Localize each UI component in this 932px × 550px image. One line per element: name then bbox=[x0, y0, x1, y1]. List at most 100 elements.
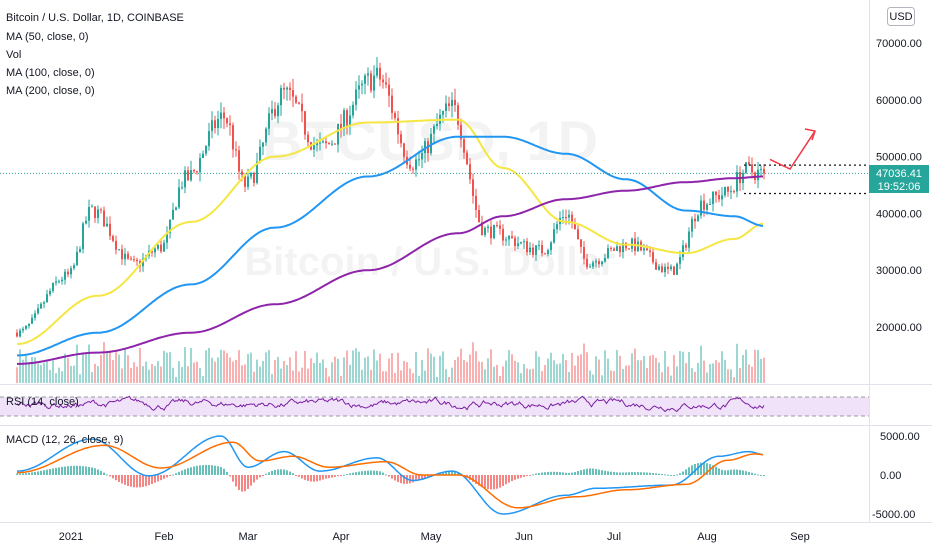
arrow-path bbox=[769, 130, 816, 171]
macd-histogram-bar bbox=[643, 472, 645, 475]
macd-histogram-bar bbox=[394, 475, 396, 481]
candle-body bbox=[166, 232, 168, 243]
volume-bar bbox=[277, 356, 279, 383]
candle-body bbox=[337, 124, 339, 145]
macd-histogram-bar bbox=[91, 467, 93, 475]
volume-bar bbox=[247, 353, 249, 383]
volume-bar bbox=[202, 376, 204, 383]
volume-bar bbox=[619, 355, 621, 383]
volume-bar bbox=[367, 356, 369, 383]
time-tick-label: Aug bbox=[697, 531, 717, 543]
volume-bar bbox=[103, 342, 105, 383]
candle-body bbox=[247, 176, 249, 187]
volume-bar bbox=[283, 361, 285, 383]
candle-body bbox=[49, 290, 51, 295]
candle-body bbox=[61, 279, 63, 282]
volume-bar bbox=[709, 364, 711, 383]
rsi-line bbox=[16, 395, 765, 413]
macd-histogram-bar bbox=[559, 472, 561, 475]
candle-body bbox=[391, 95, 393, 113]
macd-histogram-bar bbox=[187, 468, 189, 475]
macd-histogram-bar bbox=[16, 473, 18, 475]
macd-histogram-bar bbox=[367, 470, 369, 475]
volume-bar bbox=[706, 372, 708, 383]
candle-body bbox=[562, 217, 564, 219]
macd-histogram-bar bbox=[526, 475, 528, 476]
volume-bar bbox=[334, 356, 336, 383]
candle-body bbox=[436, 123, 438, 127]
volume-bar bbox=[94, 363, 96, 383]
volume-bar bbox=[505, 360, 507, 383]
legend-macd[interactable]: MACD (12, 26, close, 9) bbox=[6, 434, 123, 446]
volume-bar bbox=[502, 366, 504, 383]
volume-bar bbox=[421, 359, 423, 383]
macd-histogram-bar bbox=[130, 475, 132, 487]
candle-body bbox=[253, 172, 255, 183]
candle-body bbox=[151, 250, 153, 253]
candle-body bbox=[355, 89, 357, 105]
candle-body bbox=[112, 236, 114, 241]
volume-bar bbox=[433, 356, 435, 383]
macd-histogram-bar bbox=[19, 473, 21, 475]
legend-ma200[interactable]: MA (200, close, 0) bbox=[6, 85, 95, 97]
volume-bar bbox=[190, 347, 192, 383]
volume-bar bbox=[127, 355, 129, 383]
macd-histogram-bar bbox=[37, 471, 39, 475]
legend-ma50[interactable]: MA (50, close, 0) bbox=[6, 31, 89, 43]
macd-histogram-bar bbox=[226, 471, 228, 475]
candle-body bbox=[643, 248, 645, 251]
volume-bar bbox=[193, 362, 195, 383]
volume-bar bbox=[112, 360, 114, 383]
candle-body bbox=[43, 302, 45, 304]
macd-histogram-bar bbox=[595, 468, 597, 475]
volume-bar bbox=[634, 348, 636, 383]
candle-body bbox=[733, 191, 735, 193]
macd-histogram-bar bbox=[241, 475, 243, 492]
candle-body bbox=[592, 262, 594, 267]
macd-histogram-bar bbox=[52, 468, 54, 475]
volume-bar bbox=[742, 354, 744, 383]
volume-bar bbox=[25, 356, 27, 383]
legend-vol[interactable]: Vol bbox=[6, 49, 21, 61]
volume-bar bbox=[721, 351, 723, 383]
macd-histogram-bar bbox=[553, 471, 555, 475]
macd-histogram-bar bbox=[685, 469, 687, 475]
candle-body bbox=[157, 244, 159, 249]
volume-bar bbox=[343, 357, 345, 383]
macd-histogram-bar bbox=[742, 470, 744, 475]
macd-histogram-bar bbox=[577, 471, 579, 475]
volume-bar bbox=[436, 377, 438, 383]
volume-bar bbox=[406, 362, 408, 383]
legend-rsi[interactable]: RSI (14, close) bbox=[6, 396, 79, 408]
macd-histogram-bar bbox=[724, 470, 726, 475]
volume-bar bbox=[472, 342, 474, 383]
macd-histogram-bar bbox=[127, 475, 129, 486]
volume-bar bbox=[265, 352, 267, 383]
volume-bar bbox=[580, 354, 582, 383]
volume-bar bbox=[91, 372, 93, 383]
volume-bar bbox=[394, 373, 396, 383]
candle-body bbox=[673, 266, 675, 275]
candle-body bbox=[385, 82, 387, 85]
candle-body bbox=[421, 153, 423, 160]
macd-histogram-bar bbox=[550, 471, 552, 475]
candle-body bbox=[373, 75, 375, 91]
volume-bar bbox=[763, 357, 765, 383]
legend-ma100[interactable]: MA (100, close, 0) bbox=[6, 67, 95, 79]
candle-body bbox=[433, 126, 435, 134]
macd-histogram-bar bbox=[373, 470, 375, 475]
ma200-line bbox=[17, 175, 763, 365]
macd-histogram-bar bbox=[376, 470, 378, 475]
macd-histogram-bar bbox=[145, 475, 147, 487]
currency-button[interactable]: USD bbox=[887, 7, 915, 26]
volume-bar bbox=[361, 369, 363, 383]
macd-histogram-bar bbox=[601, 470, 603, 475]
volume-bar bbox=[694, 371, 696, 383]
macd-histogram-bar bbox=[568, 472, 570, 475]
macd-histogram-bar bbox=[73, 465, 75, 475]
macd-histogram-bar bbox=[745, 471, 747, 475]
macd-histogram-bar bbox=[184, 469, 186, 475]
volume-bar bbox=[304, 350, 306, 383]
volume-bar bbox=[310, 358, 312, 383]
